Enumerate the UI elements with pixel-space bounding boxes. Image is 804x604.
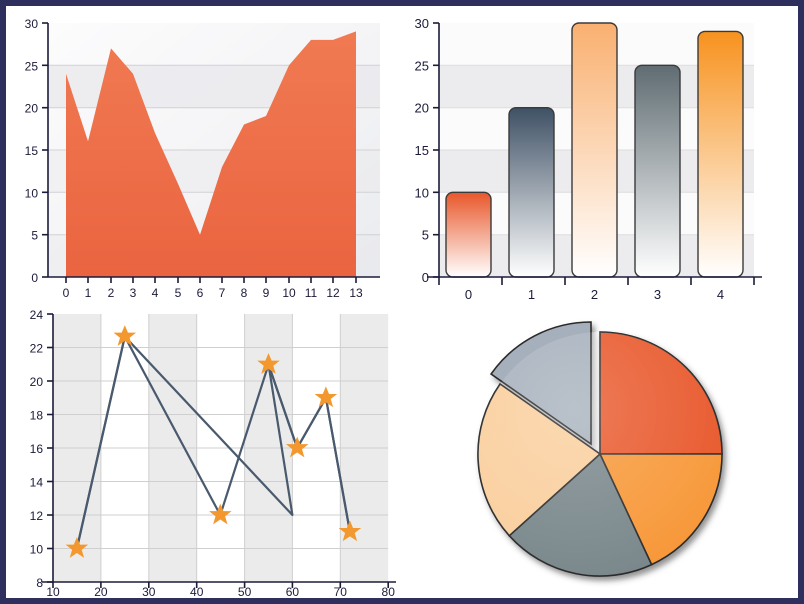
scatter-chart-gridlines <box>53 314 388 582</box>
area-x-tick: 12 <box>326 286 340 300</box>
area-y-tick: 15 <box>25 144 39 158</box>
bar-y-tick: 25 <box>415 58 429 73</box>
scatter-chart-y-tick-labels: 24 22 20 18 16 14 12 10 8 <box>30 308 44 590</box>
area-x-tick: 2 <box>108 286 115 300</box>
area-chart-series <box>66 31 356 278</box>
scatter-y-tick: 24 <box>30 308 44 322</box>
scatter-y-tick: 16 <box>30 442 44 456</box>
bar-chart-x-tick-labels: 0 1 2 3 4 <box>465 287 724 302</box>
area-y-tick: 0 <box>31 271 38 285</box>
scatter-chart-x-tick-labels: 10 20 30 40 50 60 70 80 <box>46 585 395 598</box>
area-x-tick: 3 <box>130 286 137 300</box>
scatter-line-chart-svg: 24 22 20 18 16 14 12 10 8 1 <box>6 302 402 598</box>
area-chart-x-ticks <box>65 277 357 283</box>
bar-chart-panel: 30 25 20 15 10 5 0 0 1 2 3 4 <box>402 6 798 302</box>
scatter-y-tick: 20 <box>30 375 44 389</box>
area-chart-y-ticks <box>42 22 48 278</box>
scatter-chart-y-ticks <box>47 313 53 583</box>
bar-chart-svg: 30 25 20 15 10 5 0 0 1 2 3 4 <box>402 6 798 302</box>
bar-y-tick: 15 <box>415 143 429 158</box>
bar-x-tick: 1 <box>528 287 535 302</box>
area-y-tick: 30 <box>25 17 39 31</box>
scatter-x-tick: 70 <box>334 585 348 598</box>
scatter-x-tick: 40 <box>190 585 204 598</box>
scatter-y-tick: 14 <box>30 476 44 490</box>
bar-chart-y-ticks <box>433 22 439 278</box>
scatter-chart-x-ticks <box>52 582 390 588</box>
area-chart-y-tick-labels: 30 25 20 15 10 5 0 <box>25 17 39 285</box>
scatter-x-tick: 50 <box>238 585 252 598</box>
area-y-tick: 25 <box>25 59 39 73</box>
bar-y-tick: 5 <box>422 228 429 243</box>
bar-x-tick: 0 <box>465 287 472 302</box>
area-x-tick: 9 <box>263 286 270 300</box>
area-y-tick: 5 <box>31 229 38 243</box>
bar-item <box>508 106 555 278</box>
scatter-y-tick: 18 <box>30 409 44 423</box>
bar-y-tick: 30 <box>415 16 429 31</box>
area-x-tick: 11 <box>305 286 318 300</box>
bar-y-tick: 10 <box>415 185 429 200</box>
bar-y-tick: 20 <box>415 101 429 116</box>
bar-item <box>571 22 618 278</box>
scatter-y-tick: 10 <box>30 543 44 557</box>
pie-chart-panel <box>402 302 798 598</box>
area-y-tick: 10 <box>25 186 39 200</box>
scatter-y-tick: 12 <box>30 509 44 523</box>
area-x-tick: 6 <box>197 286 204 300</box>
bar-chart-x-ticks <box>438 277 755 285</box>
scatter-line-chart-panel: 24 22 20 18 16 14 12 10 8 1 <box>6 302 402 598</box>
area-chart-svg: 30 25 20 15 10 5 0 <box>6 6 402 302</box>
area-y-tick: 20 <box>25 102 39 116</box>
scatter-y-tick: 8 <box>36 576 43 590</box>
area-x-tick: 7 <box>219 286 226 300</box>
bar-item <box>445 191 492 278</box>
area-chart-x-tick-labels: 0 1 2 3 4 5 6 7 8 9 10 11 12 13 <box>63 286 363 300</box>
bar-x-tick: 4 <box>717 287 724 302</box>
area-x-tick: 13 <box>349 286 363 300</box>
area-x-tick: 8 <box>241 286 248 300</box>
area-x-tick: 10 <box>282 286 296 300</box>
area-x-tick: 4 <box>152 286 159 300</box>
bar-x-tick: 3 <box>654 287 661 302</box>
bar-x-tick: 2 <box>591 287 598 302</box>
bar-item <box>697 30 744 278</box>
area-x-tick: 1 <box>85 286 92 300</box>
bar-item <box>634 64 681 278</box>
scatter-x-tick: 30 <box>142 585 156 598</box>
area-x-tick: 0 <box>63 286 70 300</box>
scatter-x-tick: 10 <box>46 585 60 598</box>
bar-y-tick: 0 <box>422 270 429 285</box>
pie-chart-svg <box>402 302 798 598</box>
scatter-x-tick: 20 <box>94 585 108 598</box>
bar-chart-series <box>445 22 744 278</box>
scatter-y-tick: 22 <box>30 342 44 356</box>
scatter-x-tick: 60 <box>286 585 300 598</box>
scatter-x-tick: 80 <box>382 585 396 598</box>
area-x-tick: 5 <box>175 286 182 300</box>
area-chart-panel: 30 25 20 15 10 5 0 <box>6 6 402 302</box>
bar-chart-y-tick-labels: 30 25 20 15 10 5 0 <box>415 16 429 285</box>
